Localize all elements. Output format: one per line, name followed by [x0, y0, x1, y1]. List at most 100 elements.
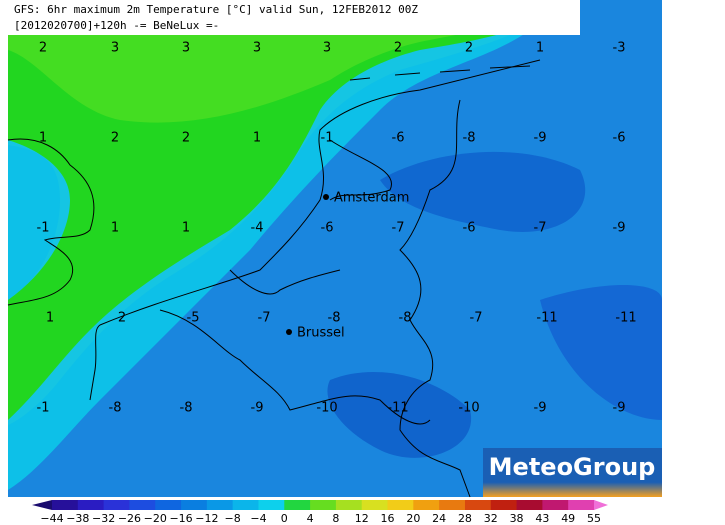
- legend-label: 0: [281, 512, 288, 525]
- legend-swatch: [568, 500, 595, 510]
- legend-swatch: [258, 500, 285, 510]
- legend-label: −8: [225, 512, 241, 525]
- legend-label: 8: [332, 512, 339, 525]
- legend-arrow: [32, 500, 52, 510]
- legend-label: 32: [484, 512, 498, 525]
- grid-value: 1: [39, 131, 47, 146]
- legend-label: 4: [307, 512, 314, 525]
- grid-value: -11: [536, 311, 557, 326]
- legend-swatch: [387, 500, 414, 510]
- legend-swatch: [464, 500, 492, 510]
- grid-value: 2: [465, 41, 473, 56]
- cold-pocket: [540, 285, 662, 420]
- grid-value: -1: [321, 131, 334, 146]
- legend-swatch: [206, 500, 234, 510]
- coastlines: [7, 59, 541, 498]
- grid-value: -4: [251, 221, 264, 236]
- legend-swatch: [310, 500, 337, 510]
- legend-label: −44: [40, 512, 63, 525]
- grid-value: 1: [536, 41, 544, 56]
- grid-value: -8: [328, 311, 341, 326]
- legend-label: 12: [355, 512, 369, 525]
- grid-value: -9: [613, 221, 626, 236]
- grid-value: -8: [180, 401, 193, 416]
- legend-swatch: [155, 500, 182, 510]
- grid-value: -9: [534, 131, 547, 146]
- grid-value: 2: [118, 311, 126, 326]
- legend-label: −32: [92, 512, 115, 525]
- grid-value: -7: [470, 311, 483, 326]
- grid-value: 1: [111, 221, 119, 236]
- legend-label: 38: [510, 512, 524, 525]
- grid-value: 1: [46, 311, 54, 326]
- grid-value: -5: [187, 311, 200, 326]
- legend-swatch: [542, 500, 569, 510]
- legend-swatch: [103, 500, 130, 510]
- legend-label: 43: [535, 512, 549, 525]
- cold-pocket: [327, 371, 472, 458]
- logo-box: [483, 448, 662, 497]
- grid-value: -11: [387, 401, 408, 416]
- grid-value: 2: [394, 41, 402, 56]
- city-dot: [286, 329, 292, 335]
- grid-value: -1: [37, 401, 50, 416]
- grid-value: -9: [534, 401, 547, 416]
- legend-label: 55: [587, 512, 601, 525]
- grid-value: -9: [251, 401, 264, 416]
- grid-value: 3: [182, 41, 190, 56]
- grid-value: -1: [37, 221, 50, 236]
- grid-value: -7: [534, 221, 547, 236]
- grid-value: 3: [323, 41, 331, 56]
- grid-value: -3: [613, 41, 626, 56]
- legend-label: −26: [118, 512, 141, 525]
- legend-swatch: [335, 500, 363, 510]
- legend-swatch: [181, 500, 208, 510]
- cold-pocket: [380, 151, 586, 232]
- grid-value: -9: [613, 401, 626, 416]
- grid-value: -7: [258, 311, 271, 326]
- grid-value: 1: [182, 221, 190, 236]
- grid-value: -6: [463, 221, 476, 236]
- legend-swatch: [52, 500, 79, 510]
- legend-label: −16: [169, 512, 192, 525]
- grid-value: 3: [253, 41, 261, 56]
- legend-label: 20: [406, 512, 420, 525]
- legend-label: 24: [432, 512, 446, 525]
- grid-value: 2: [182, 131, 190, 146]
- header-title: GFS: 6hr maximum 2m Temperature [°C] val…: [14, 3, 418, 16]
- grid-value: -8: [109, 401, 122, 416]
- legend-swatch: [232, 500, 259, 510]
- legend-label: −38: [66, 512, 89, 525]
- grid-value: -6: [321, 221, 334, 236]
- legend-swatch: [361, 500, 389, 510]
- grid-value: -8: [399, 311, 412, 326]
- legend-label: −12: [195, 512, 218, 525]
- grid-value: -7: [392, 221, 405, 236]
- city-label: Amsterdam: [334, 191, 409, 206]
- city-label: Brussel: [297, 326, 345, 341]
- legend-swatch: [413, 500, 440, 510]
- legend-swatch: [129, 500, 156, 510]
- grid-value: -8: [463, 131, 476, 146]
- legend-swatch: [439, 500, 466, 510]
- grid-value: 2: [111, 131, 119, 146]
- grid-value: 3: [111, 41, 119, 56]
- legend-label: −4: [250, 512, 266, 525]
- city-dot: [323, 194, 329, 200]
- legend-swatch: [77, 500, 105, 510]
- grid-value: -10: [458, 401, 479, 416]
- header-box: [8, 0, 580, 35]
- grid-value: -10: [316, 401, 337, 416]
- legend-label: 49: [561, 512, 575, 525]
- grid-value: -6: [392, 131, 405, 146]
- legend-swatch: [516, 500, 543, 510]
- legend-label: 28: [458, 512, 472, 525]
- legend-swatch: [490, 500, 518, 510]
- logo: MeteoGroup: [489, 453, 656, 481]
- header-subtitle: [2012020700]+120h -= BeNeLux =-: [14, 19, 219, 32]
- legend-label: −20: [144, 512, 167, 525]
- grid-value: -6: [613, 131, 626, 146]
- grid-value: 1: [253, 131, 261, 146]
- legend-label: 16: [381, 512, 395, 525]
